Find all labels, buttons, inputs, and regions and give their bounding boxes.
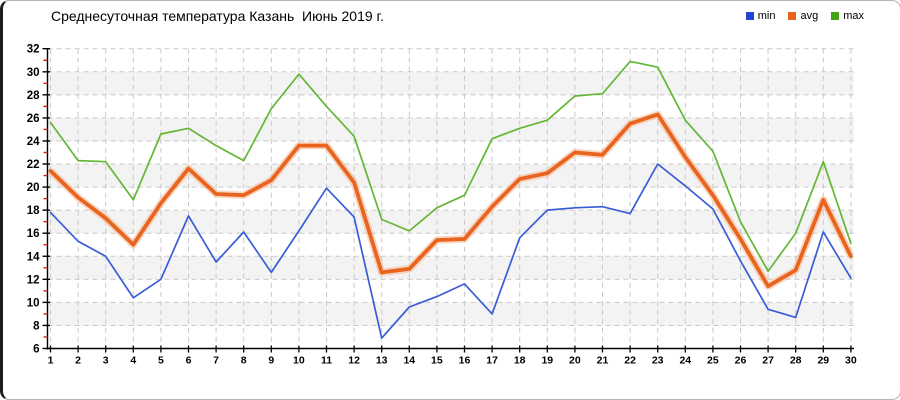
series-line-avg [48,112,853,289]
legend-item-min[interactable]: min [745,10,776,22]
x-tick-label: 7 [213,355,219,367]
plot-band [48,210,854,234]
plot-band [48,256,854,280]
x-tick-label: 6 [186,355,192,367]
x-tick-label: 2 [75,355,81,367]
y-tick-label: 26 [27,113,40,125]
x-tick-label: 17 [486,355,498,367]
y-tick-label: 14 [27,251,40,263]
legend-item-max[interactable]: max [831,10,864,22]
x-tick-label: 26 [735,355,747,367]
x-tick-label: 13 [376,355,388,367]
x-tick-label: 30 [845,355,857,367]
y-tick-label: 18 [27,205,40,217]
x-tick-label: 5 [158,355,164,367]
legend-swatch-min-icon [745,12,754,20]
y-tick-label: 8 [33,320,40,332]
legend-item-avg[interactable]: avg [788,10,818,22]
y-tick-label: 32 [27,44,40,56]
y-tick-label: 30 [27,67,40,79]
legend-swatch-avg-icon [788,12,797,20]
plot-band [48,71,854,95]
x-tick-label: 11 [321,355,332,367]
x-tick-label: 29 [817,355,829,367]
legend-swatch-max-icon [831,12,840,20]
series-line-max [49,60,852,273]
y-tick-label: 22 [27,159,40,171]
plot-band [48,302,854,326]
x-tick-label: 22 [624,355,636,367]
x-tick-label: 15 [431,355,443,367]
y-tick-label: 12 [27,274,40,286]
y-tick-label: 24 [27,136,40,148]
x-tick-label: 14 [403,355,415,367]
legend-label-max: max [843,10,864,22]
series-line-min [49,163,852,339]
y-tick-label: 20 [27,182,40,194]
y-tick-label: 6 [33,344,39,356]
x-tick-label: 18 [514,355,526,367]
x-tick-label: 20 [569,355,581,367]
legend-label-avg: avg [800,10,819,22]
x-tick-label: 24 [679,355,691,367]
chart-title: Среднесуточная температура Казань Июнь 2… [51,8,384,24]
x-tick-label: 9 [268,355,274,367]
y-tick-label: 10 [27,297,40,309]
x-tick-label: 16 [459,355,471,367]
x-tick-label: 27 [762,355,774,367]
x-tick-label: 21 [597,355,609,367]
x-tick-label: 12 [348,355,360,367]
x-tick-label: 28 [790,355,802,367]
x-tick-label: 1 [48,355,54,367]
y-tick-label: 28 [27,90,40,102]
x-tick-label: 4 [130,355,136,367]
x-tick-label: 19 [541,355,553,367]
legend-label-min: min [757,10,776,22]
x-tick-label: 10 [293,355,305,367]
x-tick-label: 8 [241,355,247,367]
plot-band [48,164,854,188]
x-tick-label: 3 [103,355,109,367]
plot-band [48,117,854,141]
legend: min avg max [745,10,864,22]
y-tick-label: 16 [27,228,40,240]
x-tick-label: 25 [707,355,719,367]
x-tick-label: 23 [652,355,664,367]
